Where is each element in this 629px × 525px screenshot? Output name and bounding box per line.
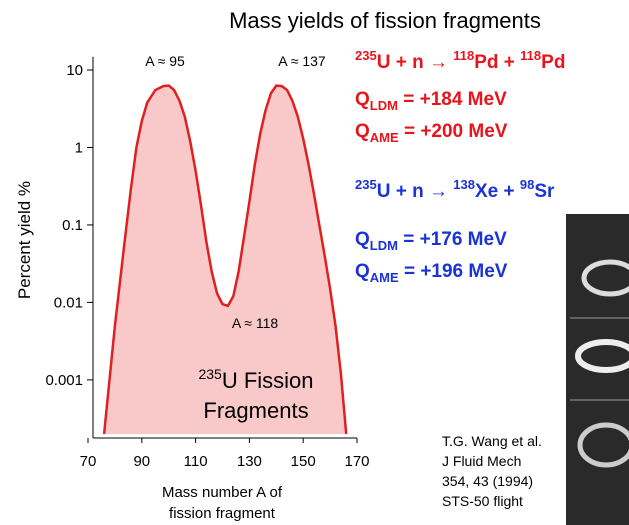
annotation: A ≈ 137 [278, 53, 326, 69]
drop [581, 259, 629, 297]
equation-text: = +184 MeV [398, 89, 507, 110]
x-axis-label: Mass number A of [162, 484, 283, 501]
area-fill [104, 85, 347, 434]
superscript: 235 [198, 366, 222, 382]
chart-title: Mass yields of fission fragments [229, 8, 541, 33]
x-tick-label: 130 [237, 453, 262, 470]
drop [577, 422, 629, 468]
equation-text: Q [355, 229, 370, 250]
citation: 354, 43 (1994) [442, 473, 533, 489]
equation-text: Q [355, 89, 370, 110]
equation: QLDM = +184 MeV [355, 89, 507, 113]
subscript: LDM [370, 238, 398, 253]
equation: 235U + n → 118Pd + 118Pd [355, 48, 565, 73]
y-tick-label: 10 [66, 62, 83, 79]
supscript: 138 [453, 177, 475, 192]
equation: QAME = +200 MeV [355, 121, 508, 145]
y-tick-label: 0.1 [62, 217, 83, 234]
equation-text: Xe + [475, 181, 520, 202]
inner-label: 235U Fission [198, 366, 313, 393]
annotation: A ≈ 118 [232, 315, 279, 331]
equation-text: Pd + [474, 52, 520, 73]
subscript: LDM [370, 98, 398, 113]
equation-text: Sr [534, 181, 555, 202]
equation: 235U + n → 138Xe + 98Sr [355, 177, 555, 202]
y-tick-label: 1 [75, 139, 83, 156]
supscript: 118 [453, 48, 474, 63]
x-tick-label: 70 [80, 453, 97, 470]
supscript: 235 [355, 177, 377, 192]
drop [575, 339, 629, 373]
photo [566, 214, 629, 525]
equation-text: = +176 MeV [398, 229, 507, 250]
x-axis-label: fission fragment [169, 505, 276, 522]
citation: STS-50 flight [442, 493, 523, 509]
equation-text: = +200 MeV [399, 121, 508, 142]
citation: J Fluid Mech [442, 453, 521, 469]
equation-text: = +196 MeV [399, 261, 508, 282]
subscript: AME [370, 270, 399, 285]
supscript: 118 [520, 48, 541, 63]
equation-text: U + n → [377, 52, 454, 73]
citation: T.G. Wang et al. [442, 433, 542, 449]
inner-label: Fragments [203, 398, 308, 423]
curve [102, 84, 348, 435]
x-tick-label: 170 [344, 453, 369, 470]
annotation: A ≈ 95 [145, 53, 185, 69]
equation-text: Q [355, 121, 370, 142]
subscript: AME [370, 130, 399, 145]
x-tick-label: 90 [133, 453, 150, 470]
equation: QAME = +196 MeV [355, 261, 508, 285]
equation-text: Pd [541, 52, 565, 73]
equation-text: Q [355, 261, 370, 282]
x-tick-label: 150 [291, 453, 316, 470]
equation: QLDM = +176 MeV [355, 229, 507, 253]
supscript: 235 [355, 48, 377, 63]
equation-text: U + n → [377, 181, 454, 202]
x-tick-label: 110 [184, 453, 208, 470]
y-tick-label: 0.01 [54, 294, 83, 311]
y-axis-label: Percent yield % [15, 181, 34, 299]
supscript: 98 [520, 177, 534, 192]
y-tick-label: 0.001 [45, 372, 83, 389]
inner-label-text: U Fission [222, 368, 314, 393]
